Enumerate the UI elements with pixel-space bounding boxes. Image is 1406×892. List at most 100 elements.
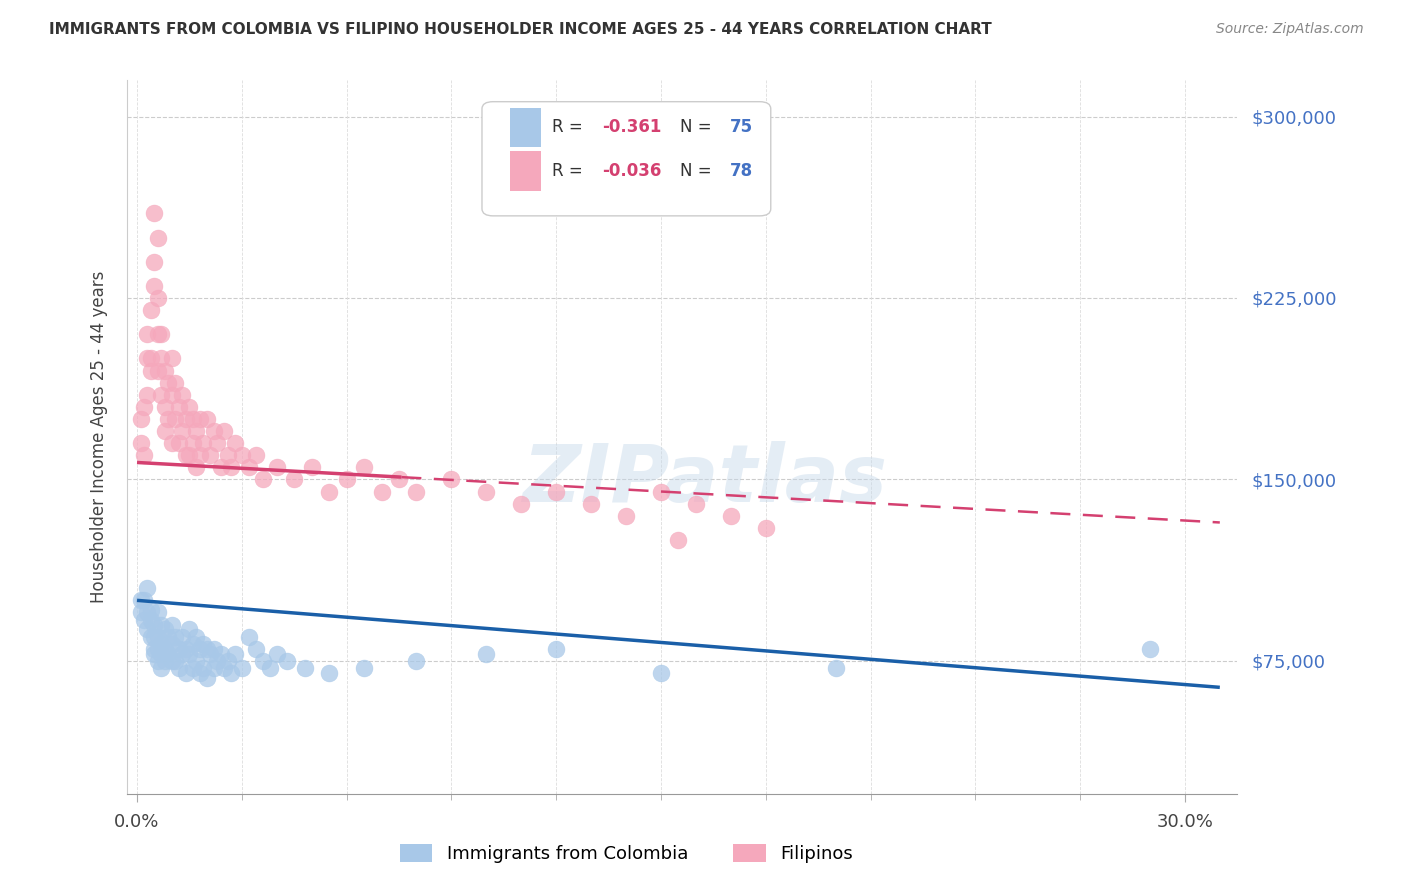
Point (139, 351, 162, 366)
Point (685, 497, 707, 511)
Text: N =: N = (679, 162, 717, 180)
Point (174, 412, 197, 426)
Point (546, 641, 568, 656)
Point (139, 303, 162, 318)
Point (132, 613, 155, 627)
Point (139, 630, 162, 644)
Point (720, 508, 742, 523)
Point (186, 654, 208, 668)
Point (353, 661, 375, 675)
Point (139, 363, 162, 377)
Point (181, 661, 204, 675)
Point (238, 630, 260, 644)
Point (188, 641, 211, 656)
Point (167, 641, 190, 656)
Point (143, 254, 166, 268)
Point (207, 654, 229, 668)
Point (475, 647, 498, 661)
Point (579, 497, 602, 511)
Point (136, 351, 159, 366)
Point (318, 484, 340, 499)
Point (650, 484, 672, 499)
Point (157, 376, 180, 390)
Text: R =: R = (553, 162, 588, 180)
Point (172, 630, 194, 644)
Point (209, 647, 232, 661)
Point (129, 412, 152, 426)
Point (153, 641, 176, 656)
Point (209, 460, 232, 475)
Point (160, 654, 183, 668)
Point (153, 424, 176, 438)
Point (193, 661, 215, 675)
Point (214, 424, 236, 438)
Point (276, 654, 298, 668)
Point (146, 654, 169, 668)
Point (150, 661, 173, 675)
Point (181, 412, 204, 426)
Point (188, 665, 211, 680)
Point (221, 665, 243, 680)
Point (150, 637, 173, 651)
Point (167, 400, 190, 414)
Point (143, 279, 166, 293)
Point (252, 654, 274, 668)
Text: 78: 78 (730, 162, 752, 180)
Point (510, 497, 533, 511)
Point (132, 593, 155, 607)
Point (143, 641, 166, 656)
Point (150, 351, 173, 366)
Point (150, 327, 173, 342)
Point (179, 448, 201, 462)
Point (217, 654, 239, 668)
Point (186, 460, 208, 475)
Point (160, 637, 183, 651)
Point (207, 436, 229, 450)
Y-axis label: Householder Income Ages 25 - 44 years: Householder Income Ages 25 - 44 years (90, 271, 108, 603)
Text: -0.361: -0.361 (602, 118, 661, 136)
Point (546, 484, 568, 499)
Point (157, 412, 180, 426)
Point (824, 661, 846, 675)
Point (136, 606, 159, 620)
Bar (510, 152, 541, 191)
Point (181, 436, 204, 450)
Point (614, 508, 637, 523)
Point (146, 606, 169, 620)
Point (252, 472, 274, 486)
Legend: Immigrants from Colombia, Filipinos: Immigrants from Colombia, Filipinos (392, 837, 860, 871)
Point (202, 661, 225, 675)
Point (174, 665, 197, 680)
Point (136, 623, 159, 637)
Point (160, 388, 183, 402)
Point (224, 436, 246, 450)
Point (202, 424, 225, 438)
Point (193, 637, 215, 651)
Point (143, 617, 166, 632)
Point (266, 647, 288, 661)
Point (179, 623, 201, 637)
Point (129, 436, 152, 450)
Point (172, 388, 194, 402)
Point (150, 388, 173, 402)
Point (146, 291, 169, 305)
Point (153, 654, 176, 668)
Point (172, 424, 194, 438)
Point (146, 230, 169, 244)
Point (136, 388, 159, 402)
Point (146, 327, 169, 342)
Point (165, 654, 187, 668)
Point (139, 613, 162, 627)
Point (157, 647, 180, 661)
FancyBboxPatch shape (482, 102, 770, 216)
Point (388, 472, 411, 486)
Point (475, 484, 498, 499)
Text: Source: ZipAtlas.com: Source: ZipAtlas.com (1216, 22, 1364, 37)
Point (221, 460, 243, 475)
Point (132, 448, 155, 462)
Point (440, 472, 463, 486)
Point (650, 665, 672, 680)
Point (143, 630, 166, 644)
Point (153, 363, 176, 377)
Text: R =: R = (553, 118, 588, 136)
